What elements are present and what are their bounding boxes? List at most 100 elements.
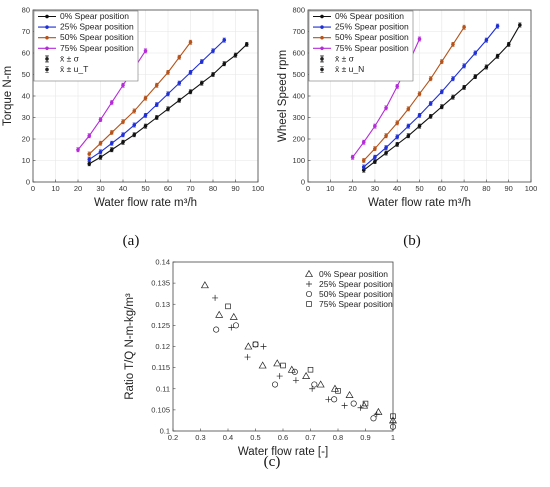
data-point <box>335 388 341 394</box>
series-line <box>363 26 465 161</box>
data-point <box>325 396 332 403</box>
y-tick-label: 700 <box>292 27 305 36</box>
y-axis-label: Torque N-m <box>2 66 14 126</box>
series-2 <box>361 24 466 163</box>
y-axis-label: Wheel Speed rpm <box>277 50 289 142</box>
data-point <box>331 396 338 403</box>
data-point <box>361 140 366 145</box>
y-tick-label: 0.14 <box>155 258 170 267</box>
x-tick-label: 60 <box>438 184 446 193</box>
y-tick-label: 0 <box>26 178 30 187</box>
legend-label: 25% Spear position <box>60 22 134 32</box>
legend-entry: 50% Spear position <box>305 289 393 299</box>
data-point <box>395 121 400 125</box>
data-point <box>292 377 299 384</box>
data-point <box>252 341 259 348</box>
legend-marker <box>320 46 324 51</box>
legend-entry: 75% Spear position <box>38 43 134 53</box>
data-point <box>428 101 433 106</box>
data-point <box>428 76 433 81</box>
x-tick-label: 0.8 <box>333 433 343 442</box>
data-point <box>370 415 377 422</box>
legend-label: 25% Spear position <box>319 279 393 289</box>
data-point <box>384 133 388 138</box>
data-point <box>244 342 253 350</box>
data-point <box>154 115 159 120</box>
data-point <box>244 354 251 361</box>
data-point <box>276 373 283 380</box>
data-point <box>132 132 137 137</box>
data-point <box>428 114 433 119</box>
data-point <box>373 146 377 151</box>
data-point <box>177 98 182 103</box>
data-point <box>361 158 366 163</box>
series-2 <box>213 322 397 430</box>
y-tick-label: 0.12 <box>155 342 170 351</box>
x-tick-label: 40 <box>119 184 127 193</box>
legend-box <box>33 10 139 82</box>
y-tick-label: 40 <box>22 92 30 101</box>
legend-label: x̄ ± σ <box>335 53 355 63</box>
data-point <box>154 83 159 88</box>
data-point <box>121 140 125 145</box>
x-tick-label: 70 <box>186 184 194 193</box>
y-tick-label: 50 <box>22 70 30 79</box>
y-tick-label: 80 <box>22 6 30 15</box>
legend-marker <box>306 301 312 307</box>
x-tick-label: 90 <box>231 184 239 193</box>
y-tick-label: 70 <box>22 27 30 36</box>
legend-entry: 0% Spear position <box>313 11 404 21</box>
x-tick-label: 80 <box>209 184 217 193</box>
y-tick-label: 0.1 <box>160 427 170 436</box>
y-tick-label: 400 <box>292 92 305 101</box>
x-tick-label: 50 <box>141 184 149 193</box>
panel-label-b: (b) <box>403 233 421 249</box>
legend-marker <box>320 57 324 61</box>
data-point <box>360 401 369 409</box>
y-tick-label: 0.105 <box>151 405 170 414</box>
legend-entry: 25% Spear position <box>313 22 409 32</box>
legend-marker <box>320 35 324 40</box>
data-point <box>384 105 388 110</box>
data-point <box>373 124 377 128</box>
legend-marker <box>305 290 313 298</box>
x-axis-label: Water flow rate m³/h <box>368 197 471 209</box>
data-point <box>395 142 400 147</box>
legend-marker <box>304 269 314 277</box>
data-point <box>177 81 182 85</box>
legend-entry: x̄ ± u_N <box>320 64 364 74</box>
legend-entry: 0% Spear position <box>38 11 129 21</box>
data-point <box>280 362 286 369</box>
data-point <box>451 95 455 99</box>
data-point <box>260 343 267 350</box>
data-point <box>109 130 114 135</box>
data-point <box>166 107 170 111</box>
data-point <box>451 42 455 47</box>
x-tick-label: 100 <box>525 184 538 193</box>
x-tick-label: 70 <box>460 184 468 193</box>
legend-label: 0% Spear position <box>60 11 129 21</box>
legend-label: x̄ ± u_N <box>335 64 364 74</box>
legend-entry: x̄ ± σ <box>45 53 80 63</box>
data-point <box>143 96 148 101</box>
y-tick-label: 0.13 <box>155 300 170 309</box>
data-point <box>389 423 397 430</box>
x-axis-label: Water flow rate m³/h <box>94 197 197 209</box>
x-tick-label: 30 <box>371 184 379 193</box>
data-point <box>273 359 282 367</box>
legend-marker <box>45 67 49 72</box>
data-point <box>143 113 148 118</box>
legend-label: 50% Spear position <box>335 32 409 42</box>
data-point <box>462 64 466 68</box>
data-point <box>188 40 193 45</box>
data-point <box>341 402 348 409</box>
legend-entry: 0% Spear position <box>304 269 388 279</box>
data-point <box>166 70 170 75</box>
data-point <box>390 419 396 426</box>
x-tick-label: 0 <box>306 184 310 193</box>
data-point <box>439 89 444 94</box>
data-point <box>109 141 114 146</box>
x-axis-label: Water flow rate [-] <box>238 446 328 458</box>
data-point <box>211 72 215 77</box>
